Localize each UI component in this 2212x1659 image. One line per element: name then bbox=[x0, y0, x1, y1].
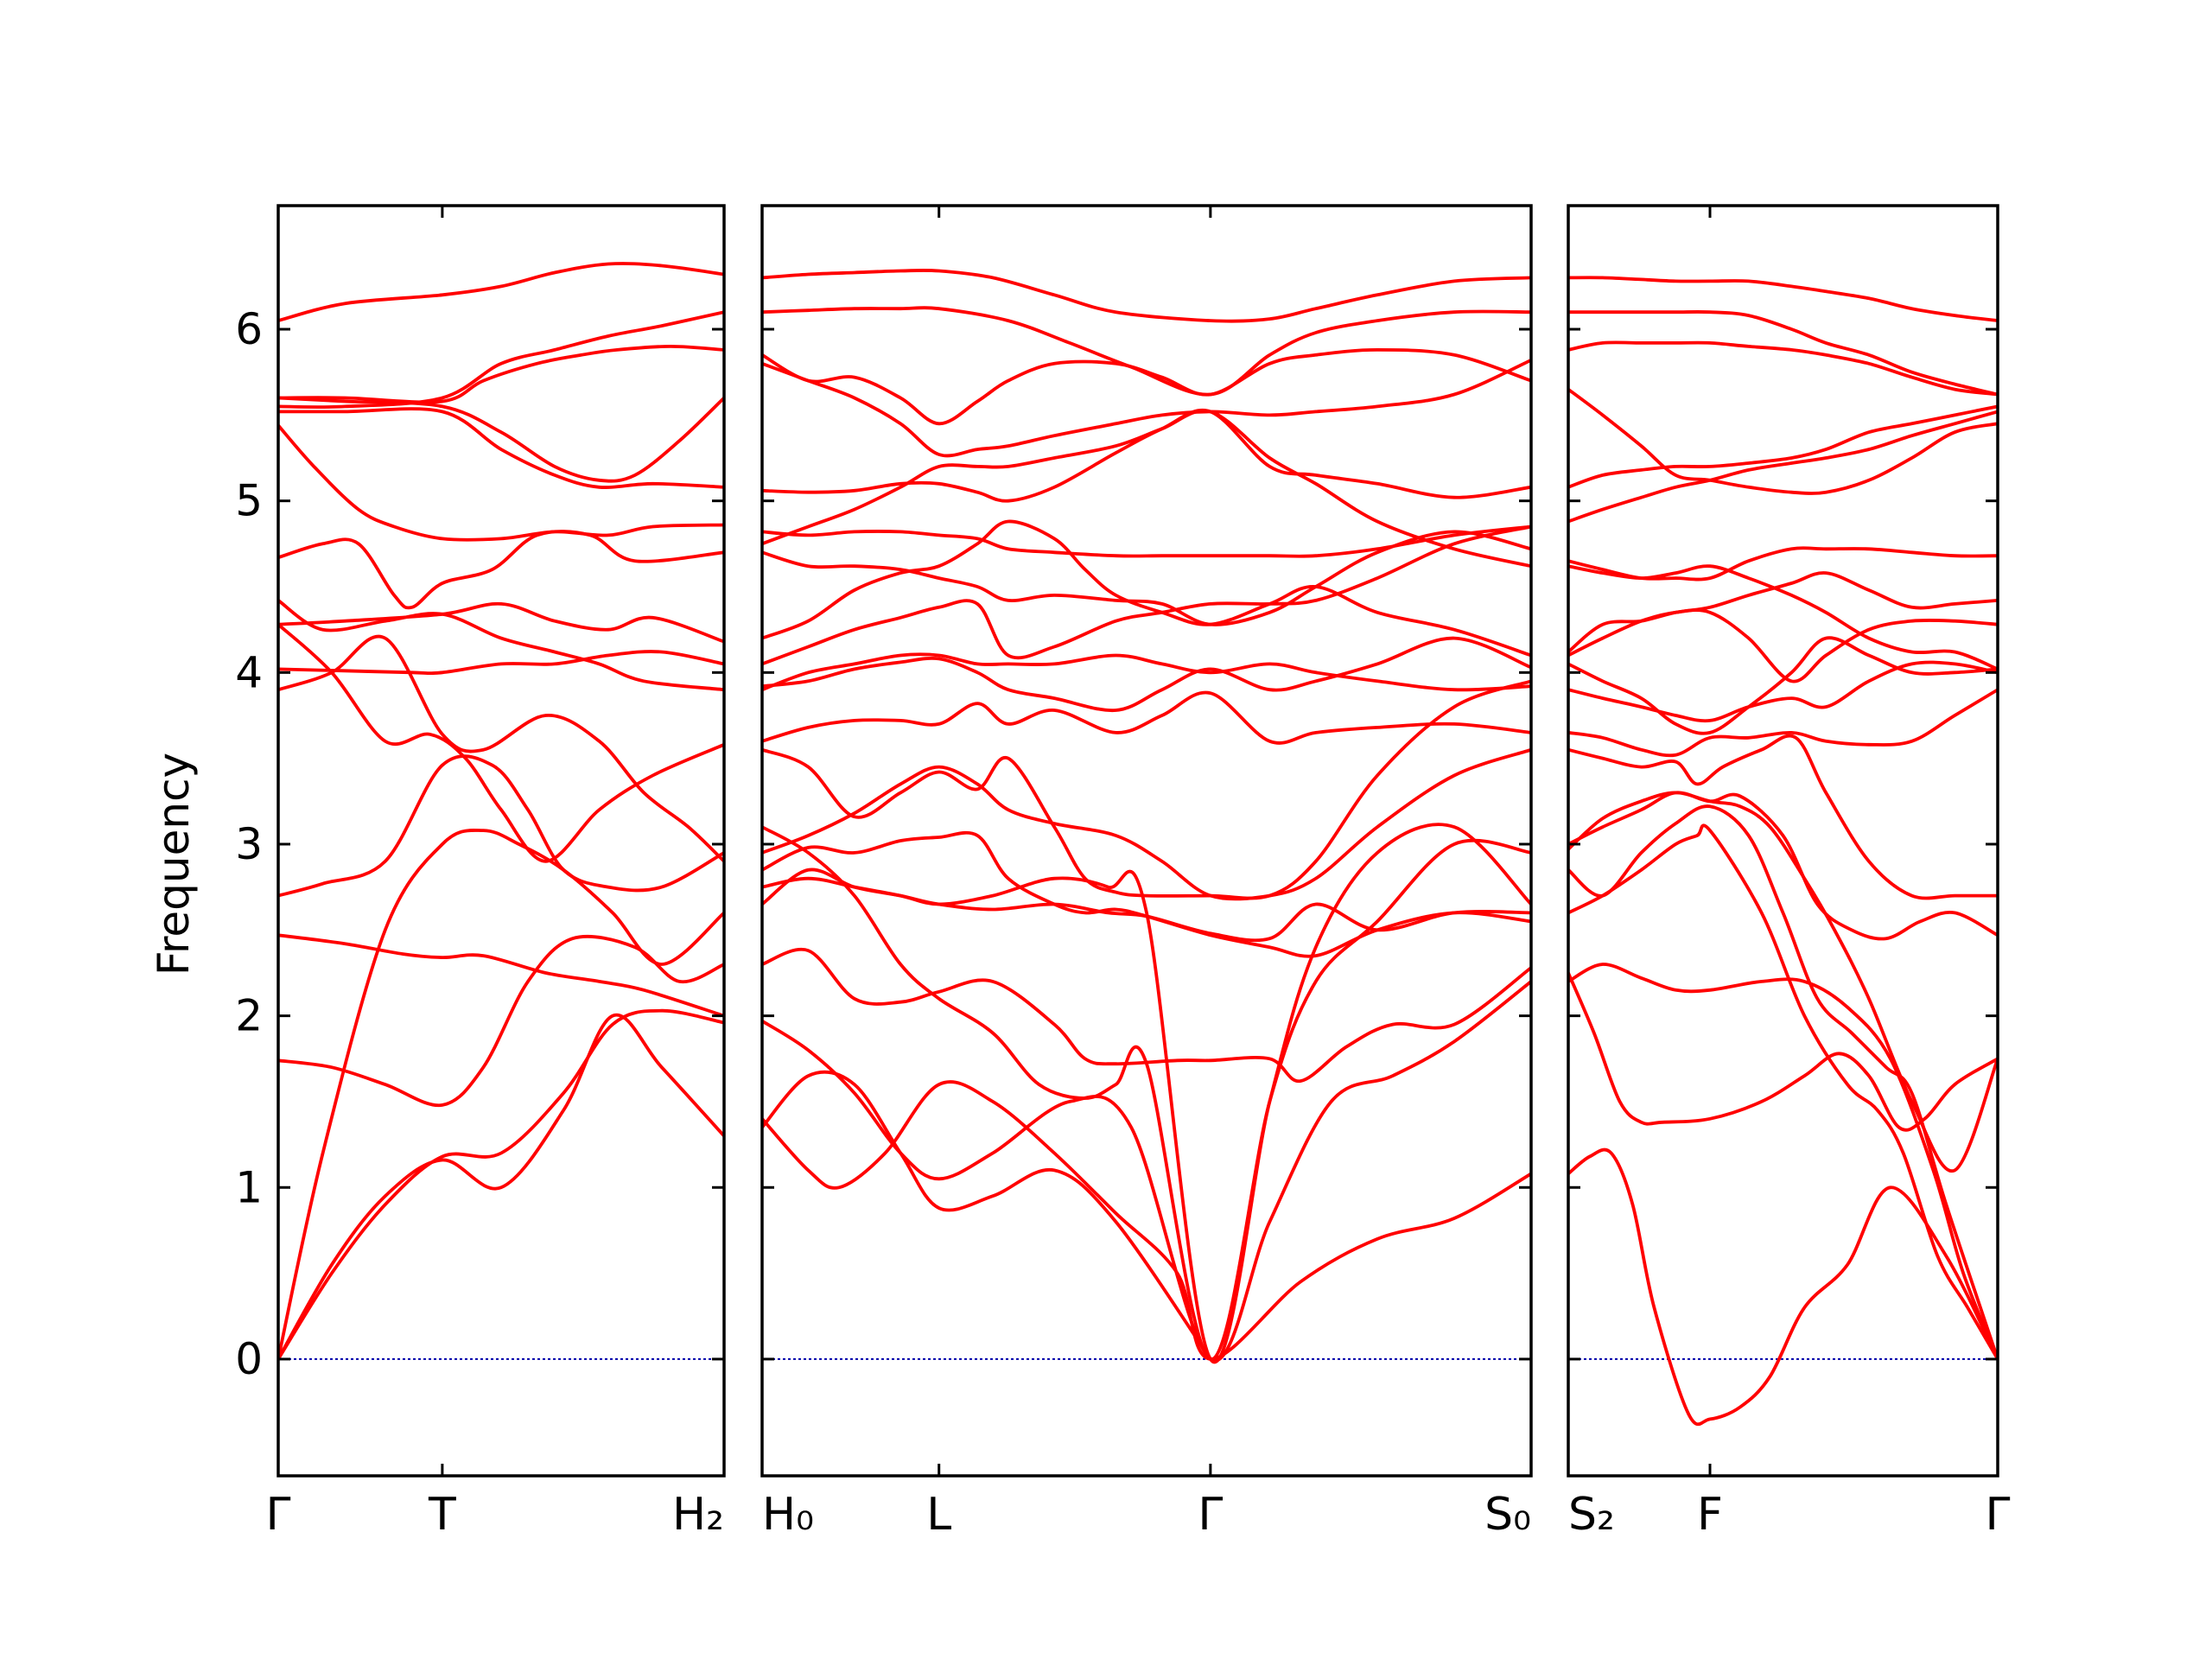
x-tick-label: T bbox=[428, 1489, 456, 1541]
band-line bbox=[762, 519, 1531, 658]
band-line bbox=[1568, 309, 1998, 397]
y-tick-label: 2 bbox=[235, 991, 263, 1041]
band-line bbox=[278, 1013, 724, 1361]
band-line bbox=[278, 407, 724, 489]
band-line bbox=[278, 423, 724, 542]
band-line bbox=[762, 690, 1531, 745]
y-axis-label: Frequency bbox=[149, 753, 199, 976]
x-tick-label: Γ bbox=[1986, 1489, 2011, 1541]
band-line bbox=[762, 408, 1531, 503]
band-group bbox=[762, 268, 1531, 1364]
band-line bbox=[278, 622, 724, 863]
band-line bbox=[1568, 546, 1998, 582]
plot-layer: Γ T H₂ H₀ L Γ S₀ S₂ F Γ 0 1 2 3 4 5 6 bbox=[235, 204, 2011, 1541]
panel-frame bbox=[276, 204, 726, 1478]
y-tick-label: 3 bbox=[235, 819, 263, 869]
band-line bbox=[762, 1080, 1531, 1361]
x-tick-label: S₂ bbox=[1568, 1489, 1615, 1541]
x-tick-label: S₀ bbox=[1484, 1489, 1531, 1541]
band-line bbox=[278, 396, 724, 483]
panel-h0-l-gamma-s0: H₀ L Γ S₀ bbox=[760, 204, 1533, 1541]
band-line bbox=[1568, 404, 1998, 489]
band-line bbox=[278, 310, 724, 410]
x-tick-label: H₂ bbox=[672, 1489, 724, 1541]
x-tick-label: F bbox=[1697, 1489, 1723, 1541]
panel-frame bbox=[760, 204, 1533, 1478]
band-line bbox=[1568, 823, 1998, 1361]
band-line bbox=[1568, 276, 1998, 322]
band-line bbox=[762, 830, 1531, 958]
y-tick-label: 4 bbox=[235, 647, 263, 697]
band-line bbox=[762, 947, 1531, 1084]
band-line bbox=[278, 933, 724, 1018]
x-tick-label: H₀ bbox=[762, 1489, 814, 1541]
y-tick-label: 6 bbox=[235, 304, 263, 354]
band-line bbox=[762, 636, 1531, 713]
y-tick-label: 1 bbox=[235, 1162, 263, 1212]
band-line bbox=[762, 1070, 1212, 1361]
band-line bbox=[1568, 963, 1998, 1361]
band-line bbox=[762, 679, 1531, 900]
band-line bbox=[1568, 1147, 1998, 1427]
band-line bbox=[278, 262, 724, 322]
panel-gamma-t-h2: Γ T H₂ bbox=[266, 204, 726, 1541]
band-line bbox=[1568, 571, 1998, 654]
band-line bbox=[278, 530, 724, 610]
band-line bbox=[278, 754, 724, 898]
band-line bbox=[278, 601, 724, 644]
band-line bbox=[1568, 791, 1998, 941]
band-line bbox=[762, 524, 1531, 666]
band-line bbox=[1568, 688, 1998, 758]
band-line bbox=[1568, 804, 1998, 1361]
panel-frame bbox=[1567, 204, 1999, 1478]
band-line bbox=[762, 268, 1531, 323]
band-line bbox=[762, 358, 1531, 458]
band-line bbox=[1568, 636, 1998, 735]
band-line bbox=[762, 652, 1531, 692]
band-line bbox=[1568, 791, 1998, 1173]
band-line bbox=[762, 530, 1531, 626]
band-line bbox=[278, 934, 724, 1108]
band-line bbox=[278, 1008, 724, 1361]
band-line bbox=[278, 634, 724, 863]
band-line bbox=[762, 980, 1531, 1363]
band-line bbox=[278, 828, 724, 1361]
panel-s2-f-gamma: S₂ F Γ bbox=[1567, 204, 2011, 1541]
band-line bbox=[762, 524, 1531, 558]
band-line bbox=[1568, 387, 1998, 495]
x-tick-label: Γ bbox=[1198, 1489, 1223, 1541]
band-line bbox=[1568, 734, 1998, 900]
band-line bbox=[762, 409, 1531, 569]
band-line bbox=[278, 650, 724, 676]
band-line bbox=[762, 348, 1531, 426]
band-line bbox=[1568, 660, 1998, 723]
band-line bbox=[278, 345, 724, 404]
band-line bbox=[278, 599, 724, 692]
y-tick-label: 0 bbox=[235, 1334, 263, 1384]
band-group bbox=[1568, 276, 1998, 1427]
band-line bbox=[762, 825, 1531, 1361]
x-tick-label: Γ bbox=[266, 1489, 291, 1541]
band-group bbox=[278, 262, 724, 1361]
band-line bbox=[762, 747, 1531, 901]
band-line bbox=[762, 306, 1531, 397]
y-tick-label: 5 bbox=[235, 476, 263, 526]
band-line bbox=[1568, 410, 1998, 524]
band-line bbox=[1568, 340, 1998, 397]
x-tick-label: L bbox=[926, 1489, 951, 1541]
